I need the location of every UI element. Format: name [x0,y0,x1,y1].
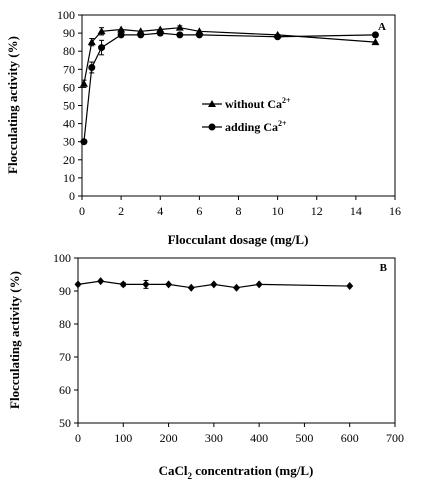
legend-label-adding-ca-sup: 2+ [278,119,287,128]
x-tick-label: 6 [196,204,202,218]
legend-label-without-ca: without Ca2+ [225,96,291,111]
panel-b-letter: B [380,262,388,274]
x-tick-label: 16 [389,204,401,218]
panel-b-x-axis-title-suffix: concentration (mg/L) [192,463,313,478]
data-point [371,38,380,46]
x-tick-label: 0 [79,204,85,218]
y-tick-label: 90 [59,284,71,298]
data-point [98,44,106,52]
panel-a-chart: 0 10 20 30 40 50 60 70 80 90 100 0 2 4 6 8 10 12 14 16 A F… [5,8,401,247]
legend-label-without-ca-text: without Ca [225,97,282,111]
data-point [97,27,106,35]
y-tick-label: 40 [63,117,75,131]
x-tick-label: 700 [386,431,404,445]
x-tick-label: 200 [160,431,178,445]
x-tick-label: 8 [236,204,242,218]
data-point [156,29,164,37]
y-tick-label: 50 [63,99,75,113]
x-tick-label: 100 [114,431,132,445]
panel-b-x-ticks: 0 100 200 300 400 500 600 700 [75,423,404,445]
y-tick-label: 100 [57,8,75,22]
data-point [80,138,88,146]
x-tick-label: 4 [157,204,163,218]
y-tick-label: 0 [69,189,75,203]
data-point [74,280,82,289]
data-point [195,31,203,39]
data-point [79,79,88,87]
panel-a-legend: without Ca2+ adding Ca2+ [202,96,291,134]
series-line [83,32,376,142]
data-point [87,38,96,46]
panel-b-chart: 50 60 70 80 90 100 0 100 200 300 400 500 600 700 B C… [7,251,404,481]
x-tick-label: 2 [118,204,124,218]
data-point [274,33,282,41]
panel-b-y-axis-title: Flocculating activity (%) [7,271,22,409]
data-point [97,277,105,286]
data-point [119,280,127,289]
panel-b-x-axis-title: CaCl2 concentration (mg/L) [159,463,314,481]
y-tick-label: 20 [63,153,75,167]
panel-b-plot-frame [77,257,396,424]
panel-b-x-axis-title-sub: 2 [188,471,193,481]
data-point [210,280,218,289]
x-tick-label: 12 [311,204,323,218]
y-tick-label: 50 [59,416,71,430]
data-point [142,280,150,289]
y-tick-label: 10 [63,171,75,185]
legend-label-adding-ca-text: adding Ca [225,120,278,134]
data-point [88,63,96,71]
x-tick-label: 14 [350,204,362,218]
series-line [77,280,350,289]
y-tick-label: 90 [63,26,75,40]
x-tick-label: 300 [205,431,223,445]
y-tick-label: 60 [59,383,71,397]
x-tick-label: 500 [295,431,313,445]
panel-b-y-ticks: 50 60 70 80 90 100 [53,251,78,430]
series-1 [79,23,380,88]
legend-label-adding-ca: adding Ca2+ [225,119,287,134]
y-tick-label: 80 [63,44,75,58]
legend-circle-marker [208,123,216,131]
series-line [83,27,376,84]
y-tick-label: 30 [63,135,75,149]
panel-a-x-axis-title: Flocculant dosage (mg/L) [168,232,309,247]
data-point [175,23,184,31]
data-point [255,280,263,289]
data-point [137,31,145,39]
panel-a-y-axis-title: Flocculating activity (%) [5,36,20,174]
panel-a-letter: A [378,21,386,33]
series-2 [80,29,379,146]
y-tick-label: 70 [63,62,75,76]
panel-b-x-axis-title-prefix: CaCl [159,463,188,478]
panel-a-series [79,23,380,146]
legend-label-without-ca-sup: 2+ [282,96,291,105]
data-point [176,31,184,39]
y-tick-label: 100 [53,251,71,265]
y-tick-label: 70 [59,350,71,364]
panel-a-y-ticks: 0 10 20 30 40 50 60 70 80 90 100 [57,8,82,203]
panel-b-series [74,277,354,292]
y-tick-label: 60 [63,80,75,94]
y-tick-label: 80 [59,317,71,331]
data-point [346,282,354,291]
x-tick-label: 600 [341,431,359,445]
data-point [187,283,195,292]
x-tick-label: 10 [272,204,284,218]
panel-a-x-ticks: 0 2 4 6 8 10 12 14 16 [79,196,401,218]
data-point [371,31,379,39]
data-point [233,283,240,292]
data-point [117,25,126,33]
series-1 [74,277,354,292]
data-point [117,31,125,39]
data-point [165,280,173,289]
x-tick-label: 400 [250,431,268,445]
legend-triangle-marker [208,100,216,107]
x-tick-label: 0 [75,431,81,445]
